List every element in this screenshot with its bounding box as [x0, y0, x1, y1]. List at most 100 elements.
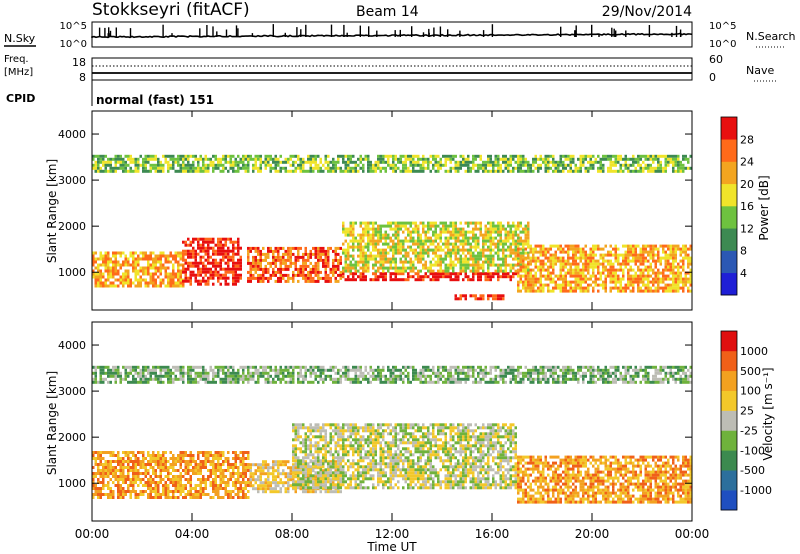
freq-tick-top: 18	[72, 56, 86, 69]
power-cell	[447, 154, 450, 158]
power-cell	[612, 169, 615, 173]
power-cell	[509, 154, 512, 158]
power-cell	[302, 258, 305, 262]
power-cell	[577, 244, 580, 248]
power-cell	[689, 262, 692, 266]
power-cell	[464, 272, 467, 276]
power-cell	[492, 166, 495, 170]
power-cell	[592, 244, 595, 248]
power-cell	[107, 260, 110, 264]
power-cell	[207, 258, 210, 262]
power-cell	[444, 157, 447, 161]
power-cell	[139, 163, 142, 167]
power-cell	[544, 274, 547, 278]
velocity-cell	[254, 472, 257, 476]
velocity-cell	[172, 478, 175, 481]
power-cell	[532, 169, 535, 173]
power-cell	[494, 169, 497, 173]
velocity-cell	[197, 466, 200, 469]
velocity-cell	[94, 484, 97, 487]
velocity-cell	[122, 463, 125, 466]
power-cell	[332, 160, 335, 164]
power-cell	[647, 259, 650, 263]
power-cell	[342, 248, 345, 252]
power-cell	[167, 254, 170, 258]
velocity-cell	[149, 454, 152, 457]
power-cell	[509, 169, 512, 173]
power-cell	[572, 154, 575, 158]
power-cell	[459, 242, 462, 246]
power-cell	[194, 169, 197, 173]
power-heatmap	[92, 154, 692, 301]
power-cell	[367, 257, 370, 261]
power-cell	[102, 163, 105, 167]
power-cell	[429, 242, 432, 246]
power-cell	[597, 154, 600, 158]
power-cell	[524, 268, 527, 272]
power-cell	[362, 230, 365, 234]
power-cell	[137, 169, 140, 173]
power-cell	[502, 224, 505, 228]
velocity-cell	[104, 469, 107, 472]
power-cell	[454, 272, 457, 276]
power-cell	[497, 266, 500, 270]
velocity-cell	[304, 490, 307, 494]
power-cell	[287, 249, 290, 253]
power-cell	[297, 249, 300, 253]
power-cell	[522, 248, 525, 252]
power-cell	[594, 280, 597, 284]
power-cell	[362, 233, 365, 237]
power-cell	[309, 252, 312, 256]
velocity-cell	[182, 490, 185, 493]
power-cell	[189, 264, 192, 268]
power-cell	[162, 278, 165, 282]
power-cell	[167, 278, 170, 282]
power-cell	[359, 242, 362, 246]
power-cell	[544, 277, 547, 281]
velocity-cell	[292, 463, 295, 467]
power-cell	[192, 273, 195, 277]
power-cell	[197, 246, 200, 250]
date-label: 29/Nov/2014	[602, 4, 692, 20]
power-cell	[599, 256, 602, 260]
power-cell	[97, 269, 100, 273]
power-cell	[364, 257, 367, 261]
velocity-cell	[217, 454, 220, 457]
velocity-cell	[152, 454, 155, 457]
power-cell	[264, 264, 267, 268]
power-cell	[564, 289, 567, 293]
power-cell	[629, 259, 632, 263]
power-cell	[99, 281, 102, 285]
power-cell	[524, 251, 527, 255]
power-cell	[444, 154, 447, 158]
velocity-cell	[274, 478, 277, 482]
power-cell	[362, 266, 365, 270]
velocity-cell	[284, 463, 287, 467]
power-cell	[514, 272, 517, 276]
power-cell	[227, 237, 230, 241]
velocity-cell	[229, 463, 232, 466]
power-cell	[189, 163, 192, 167]
power-cell	[674, 289, 677, 293]
power-cell	[674, 280, 677, 284]
power-cell	[149, 263, 152, 267]
power-cell	[474, 239, 477, 243]
power-cell	[597, 283, 600, 287]
power-cell	[594, 253, 597, 257]
power-cell	[372, 233, 375, 237]
power-cell	[457, 169, 460, 173]
velocity-cell	[179, 463, 182, 466]
velocity-cell	[194, 487, 197, 490]
velocity-cell	[199, 481, 202, 484]
power-cell	[329, 246, 332, 250]
power-cell	[127, 278, 130, 282]
power-cell	[397, 221, 400, 225]
power-cell	[484, 254, 487, 258]
power-cell	[114, 263, 117, 267]
power-cell	[104, 263, 107, 267]
power-cell	[147, 272, 150, 276]
power-cell	[662, 289, 665, 293]
power-cell	[109, 169, 112, 173]
power-cell	[574, 256, 577, 260]
power-cell	[372, 236, 375, 240]
